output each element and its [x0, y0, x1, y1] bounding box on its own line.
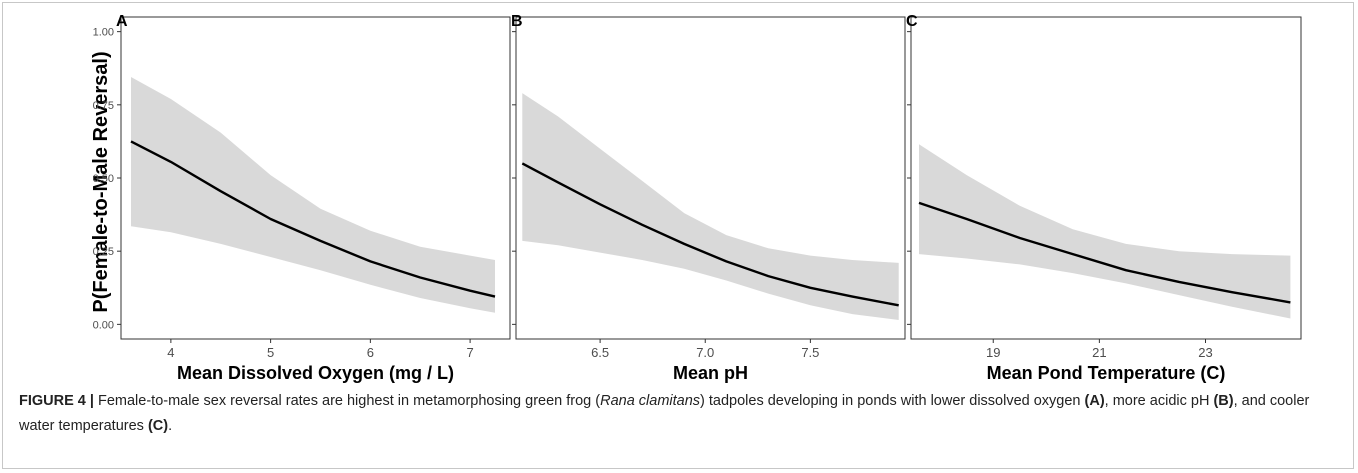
x-axis-title-b: Mean pH: [673, 363, 748, 383]
caption-text-3: , more acidic pH: [1104, 393, 1214, 409]
x-tick-label-b: 7.0: [696, 345, 714, 360]
x-tick-label-c: 21: [1092, 345, 1106, 360]
confidence-band-c: [919, 144, 1291, 319]
y-axis-title: P(Female-to-Male Reversal): [90, 51, 112, 312]
y-tick-label: 0.50: [93, 173, 114, 185]
figure-caption: FIGURE 4 | Female-to-male sex reversal r…: [19, 389, 1339, 439]
caption-label: FIGURE 4 |: [19, 393, 94, 409]
fit-line-c: [918, 201, 1291, 304]
x-tick-label-b: 6.5: [591, 345, 609, 360]
caption-ref-c: (C): [147, 418, 169, 434]
fit-line-b: [521, 162, 899, 307]
x-tick-label-a: 6: [367, 345, 374, 360]
x-tick-label-c: 19: [986, 345, 1000, 360]
x-tick-label-a: 4: [167, 345, 174, 360]
x-tick-label-b: 7.5: [801, 345, 819, 360]
y-tick-label: 0.25: [93, 246, 114, 258]
x-tick-label-c: 23: [1198, 345, 1212, 360]
y-tick-label: 1.00: [93, 27, 114, 39]
x-tick-label-a: 5: [267, 345, 274, 360]
panel-label-b: B: [511, 13, 523, 30]
caption-text-2: ) tadpoles developing in ponds with lowe…: [700, 393, 1085, 409]
confidence-band-b: [522, 93, 899, 320]
figure-chart: P(Female-to-Male Reversal) A 0.00 0.25 0.50…: [90, 13, 1302, 383]
y-tick-label: 0.75: [93, 100, 114, 112]
caption-species: Rana clamitans: [600, 393, 701, 409]
caption-ref-b: (B): [1213, 393, 1234, 409]
x-axis-title-c: Mean Pond Temperature (C): [987, 363, 1226, 383]
caption-ref-a: (A): [1084, 393, 1105, 409]
caption-text-5: .: [168, 418, 173, 434]
caption-text-4: , and cooler water temperatures: [19, 393, 1310, 434]
confidence-band-a: [131, 77, 495, 313]
x-tick-label-a: 7: [466, 345, 473, 360]
panel-label-a: A: [116, 13, 128, 30]
caption-text-1: Female-to-male sex reversal rates are hi…: [93, 393, 601, 409]
fit-line-a: [130, 140, 496, 298]
y-tick-label: 0.00: [93, 319, 114, 331]
x-axis-title-a: Mean Dissolved Oxygen (mg / L): [177, 363, 454, 383]
panel-label-c: C: [906, 13, 918, 30]
